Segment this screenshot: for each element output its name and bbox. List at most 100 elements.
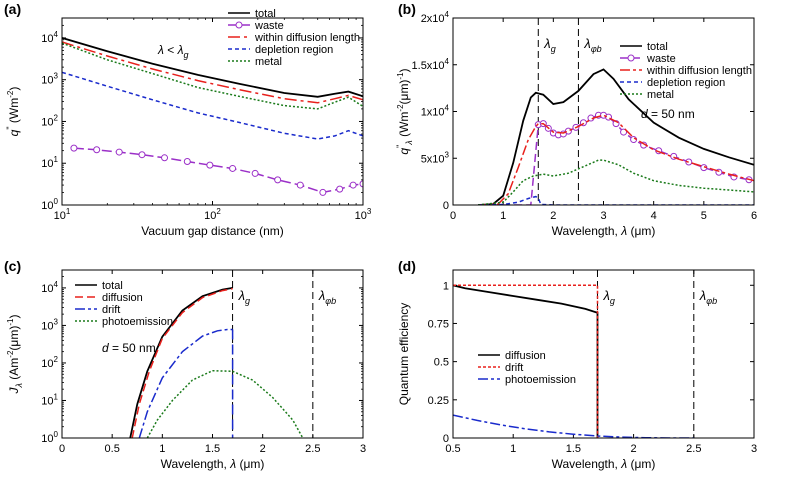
text-span: 2 — [216, 207, 221, 216]
x-tick-label: 1 — [159, 443, 165, 455]
series-line — [62, 42, 363, 110]
text-span: 10 — [41, 433, 53, 445]
series-marker — [296, 181, 304, 189]
text-span: 10 — [41, 200, 53, 212]
x-tick-label: 2 — [631, 443, 637, 455]
text-span: 4 — [445, 104, 450, 113]
text-span: " — [5, 126, 15, 129]
y-tick-label: 104 — [41, 280, 58, 295]
plot-frame — [452, 17, 755, 206]
series-line — [62, 71, 363, 140]
text-span: < — [164, 43, 178, 57]
y-tick-label: 104 — [41, 30, 58, 45]
x-tick-label: 2 — [260, 443, 266, 455]
text-span: d — [102, 341, 109, 355]
text-span: (Am — [7, 358, 21, 383]
text-span: λ — [620, 224, 627, 238]
text-span: 4 — [445, 10, 450, 19]
threshold-label: λφb — [318, 288, 336, 306]
text-span: λ — [583, 36, 590, 51]
legend-entry: drift — [505, 362, 523, 374]
text-span: 3 — [54, 72, 59, 81]
plot-frame — [61, 17, 364, 206]
text-span: 10 — [41, 320, 53, 332]
x-tick-label: 3 — [360, 443, 366, 455]
legend-entry: metal — [255, 56, 282, 68]
y-tick-label: 2x104 — [421, 10, 450, 25]
text-span: 1x10 — [421, 107, 445, 119]
series-marker — [251, 169, 259, 177]
text-span: = 50 nm — [109, 341, 156, 355]
text-span: Wavelength, — [161, 457, 231, 471]
annotation: d = 50 nm — [641, 107, 695, 121]
x-axis-label: Vacuum gap distance (nm) — [141, 224, 284, 238]
text-span: ) — [7, 87, 21, 91]
series-marker — [349, 181, 357, 189]
text-span: -1 — [6, 318, 15, 326]
x-tick-label: 2.5 — [686, 443, 701, 455]
text-span: 10 — [41, 358, 53, 370]
text-span: 1 — [443, 280, 449, 292]
text-span: λ — [318, 288, 325, 303]
y-tick-label: 1.5x104 — [412, 57, 450, 72]
x-tick-label: 103 — [355, 207, 372, 222]
series-marker — [206, 161, 214, 169]
text-span: q — [7, 129, 21, 136]
legend-marker — [627, 54, 635, 62]
text-span: g — [551, 44, 556, 54]
series-line — [453, 284, 599, 438]
x-tick-label: 102 — [204, 207, 221, 222]
legend-entry: drift — [102, 304, 120, 316]
threshold-label: λg — [602, 288, 614, 306]
text-span: λ — [157, 43, 164, 57]
text-span: 0.75 — [428, 318, 449, 330]
text-span: λ — [229, 457, 236, 471]
text-span: λ — [543, 36, 550, 51]
legend-entry: waste — [646, 53, 676, 65]
panel-label: (b) — [398, 1, 416, 17]
text-span: d — [641, 107, 648, 121]
text-span: φb — [706, 296, 717, 306]
y-tick-label: 103 — [41, 72, 58, 87]
y-tick-label: 1x104 — [421, 104, 450, 119]
legend-entry: within diffusion length — [646, 65, 752, 77]
text-span: -2 — [6, 350, 15, 358]
legend-entry: metal — [647, 89, 674, 101]
legend-marker — [235, 21, 243, 29]
text-span: 2 — [54, 355, 59, 364]
y-tick-label: 102 — [41, 355, 58, 370]
series-line — [62, 37, 363, 98]
text-span: 1 — [54, 155, 59, 164]
y-tick-label: 0.5 — [434, 357, 449, 369]
text-span: 10 — [41, 116, 53, 128]
text-span: (μm) — [236, 457, 264, 471]
x-tick-label: 6 — [751, 210, 757, 222]
series-line — [146, 369, 304, 438]
y-axis-label: Quantum efficiency — [397, 303, 411, 406]
x-tick-label: 1 — [510, 443, 516, 455]
legend-entry: photoemission — [102, 316, 173, 328]
x-tick-label: 5 — [701, 210, 707, 222]
panel-label: (c) — [4, 258, 21, 274]
y-tick-label: 0 — [443, 200, 449, 212]
x-tick-label: 0.5 — [445, 443, 460, 455]
series-marker — [161, 154, 169, 162]
text-span: g — [184, 50, 189, 60]
text-span: 0 — [54, 197, 59, 206]
series-line — [62, 41, 363, 104]
y-tick-label: 101 — [41, 155, 58, 170]
y-tick-label: 1 — [443, 280, 449, 292]
text-span: λ — [699, 288, 706, 303]
legend-entry: total — [102, 280, 123, 292]
series-line — [138, 328, 233, 438]
text-span: 2 — [54, 113, 59, 122]
y-tick-label: 0.25 — [428, 395, 449, 407]
series-line — [131, 287, 233, 438]
series-group — [129, 287, 304, 438]
text-span: 2x10 — [421, 13, 445, 25]
text-span: 10 — [41, 158, 53, 170]
text-span: ) — [7, 315, 21, 319]
text-span: 0 — [443, 200, 449, 212]
annotation: d = 50 nm — [102, 341, 156, 355]
x-tick-label: 0 — [59, 443, 65, 455]
